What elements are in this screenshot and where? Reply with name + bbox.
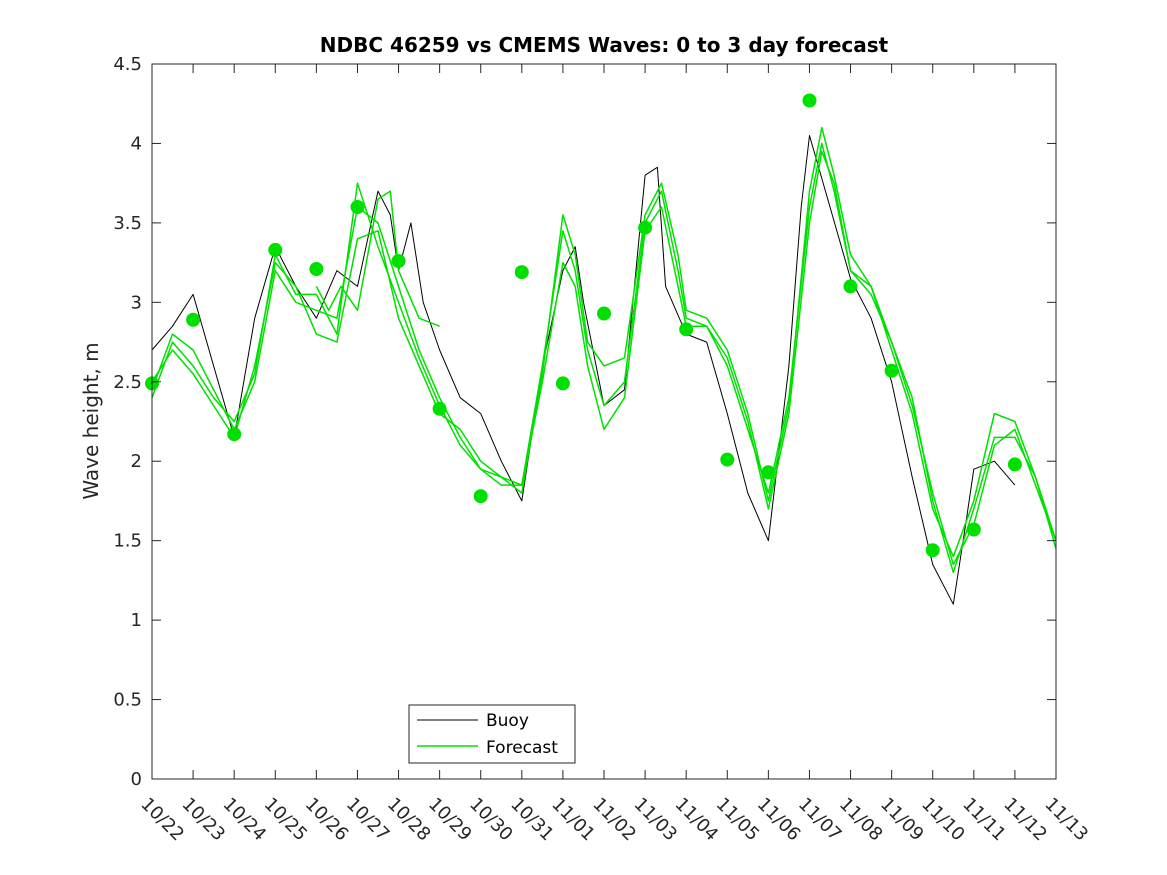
legend-buoy-label: Buoy <box>486 711 529 731</box>
chart-title: NDBC 46259 vs CMEMS Waves: 0 to 3 day fo… <box>320 33 889 57</box>
forecast-marker <box>966 522 981 537</box>
y-tick-label: 1 <box>131 610 142 631</box>
legend: Buoy Forecast <box>408 704 576 764</box>
legend-forecast-label: Forecast <box>486 738 558 758</box>
y-tick-label: 4 <box>131 133 142 154</box>
forecast-marker <box>679 322 694 337</box>
legend-box <box>408 704 576 764</box>
forecast-marker <box>802 93 817 108</box>
buoy-series-line <box>151 135 1016 605</box>
forecast-series-line-4 <box>315 190 440 327</box>
y-tick-label: 2 <box>131 451 142 472</box>
forecast-marker <box>227 427 242 442</box>
forecast-series-line-3 <box>151 150 1057 574</box>
forecast-marker <box>268 242 283 257</box>
forecast-marker <box>761 465 776 480</box>
forecast-marker <box>391 254 406 268</box>
forecast-marker <box>514 265 529 280</box>
forecast-marker <box>843 279 858 294</box>
forecast-marker <box>186 312 201 327</box>
y-tick-label: 1.5 <box>113 531 142 552</box>
forecast-marker <box>432 401 447 416</box>
y-tick-label: 0 <box>131 769 142 790</box>
marker-layer <box>145 93 1022 558</box>
y-axis-label: Wave height, m <box>79 342 103 499</box>
forecast-marker <box>350 200 365 214</box>
forecast-marker <box>638 220 653 235</box>
forecast-marker <box>884 363 899 378</box>
forecast-marker <box>1007 457 1022 472</box>
series-layer <box>151 126 1057 605</box>
y-tick-label: 4.5 <box>113 54 142 75</box>
y-tick-label: 3 <box>131 292 142 313</box>
y-tick-label: 3.5 <box>113 213 142 234</box>
forecast-marker <box>925 543 940 558</box>
forecast-marker <box>555 376 570 391</box>
y-tick-label: 0.5 <box>113 690 142 711</box>
forecast-marker <box>597 306 611 321</box>
forecast-marker <box>309 262 324 276</box>
plot-area <box>152 64 1056 779</box>
y-tick-label: 2.5 <box>113 372 142 393</box>
forecast-marker <box>720 452 735 467</box>
forecast-marker <box>473 489 488 504</box>
forecast-series-line-2 <box>151 126 1057 558</box>
